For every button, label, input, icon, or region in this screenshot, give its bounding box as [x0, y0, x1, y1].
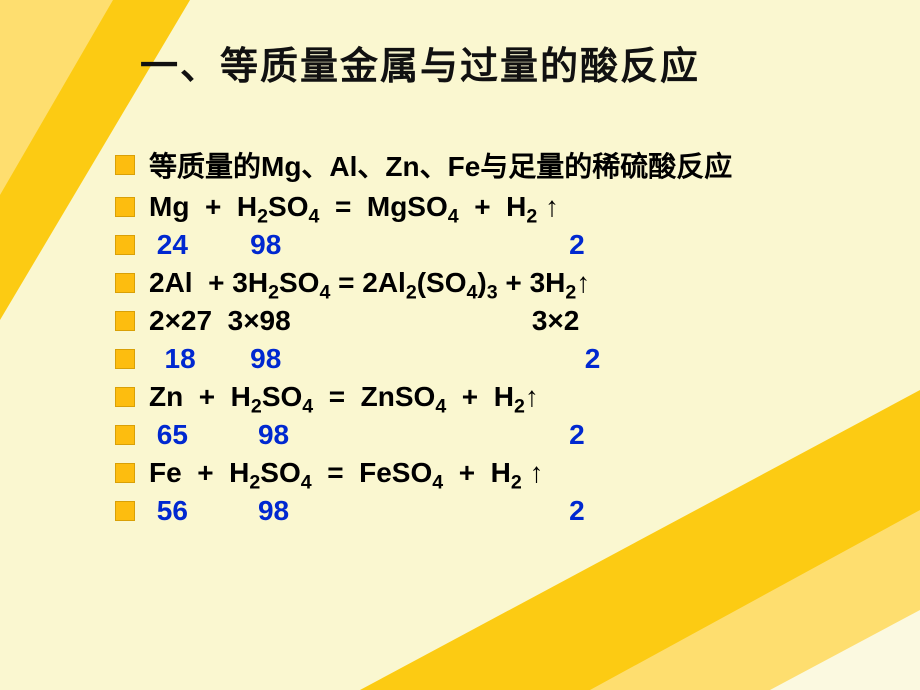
bullet-icon [115, 235, 135, 255]
content-area: 一、等质量金属与过量的酸反应 等质量的Mg、Al、Zn、Fe与足量的稀硫酸反应 … [0, 0, 920, 527]
list-item: 65 98 2 [115, 419, 920, 451]
bullet-icon [115, 425, 135, 445]
line-text: Fe + H2SO4 = FeSO4 + H2 ↑ [149, 457, 544, 489]
line-text: 24 98 2 [149, 229, 585, 261]
line-text: 等质量的Mg、Al、Zn、Fe与足量的稀硫酸反应 [149, 145, 732, 185]
bullet-icon [115, 387, 135, 407]
slide-title: 一、等质量金属与过量的酸反应 [0, 35, 920, 90]
bullet-list: 等质量的Mg、Al、Zn、Fe与足量的稀硫酸反应 Mg + H2SO4 = Mg… [0, 145, 920, 527]
list-item: 18 98 2 [115, 343, 920, 375]
bullet-icon [115, 463, 135, 483]
bullet-icon [115, 311, 135, 331]
line-text: 2×27 3×98 3×2 [149, 305, 579, 337]
line-text: 2Al + 3H2SO4 = 2Al2(SO4)3 + 3H2↑ [149, 267, 590, 299]
list-item: Zn + H2SO4 = ZnSO4 + H2↑ [115, 381, 920, 413]
line-text: 65 98 2 [149, 419, 585, 451]
line-text: Mg + H2SO4 = MgSO4 + H2 ↑ [149, 191, 559, 223]
list-item: 等质量的Mg、Al、Zn、Fe与足量的稀硫酸反应 [115, 145, 920, 185]
list-item: Mg + H2SO4 = MgSO4 + H2 ↑ [115, 191, 920, 223]
line-text: 56 98 2 [149, 495, 585, 527]
bullet-icon [115, 155, 135, 175]
list-item: Fe + H2SO4 = FeSO4 + H2 ↑ [115, 457, 920, 489]
bullet-icon [115, 501, 135, 521]
line-text: 18 98 2 [149, 343, 600, 375]
bullet-icon [115, 273, 135, 293]
list-item: 2×27 3×98 3×2 [115, 305, 920, 337]
corner-bottom-light [770, 610, 920, 690]
slide: 一、等质量金属与过量的酸反应 等质量的Mg、Al、Zn、Fe与足量的稀硫酸反应 … [0, 0, 920, 690]
list-item: 24 98 2 [115, 229, 920, 261]
bullet-icon [115, 349, 135, 369]
list-item: 2Al + 3H2SO4 = 2Al2(SO4)3 + 3H2↑ [115, 267, 920, 299]
bullet-icon [115, 197, 135, 217]
line-text: Zn + H2SO4 = ZnSO4 + H2↑ [149, 381, 539, 413]
list-item: 56 98 2 [115, 495, 920, 527]
